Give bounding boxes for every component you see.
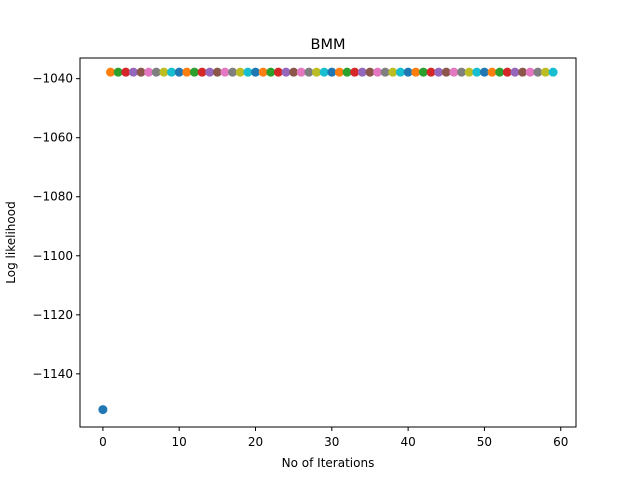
data-point	[136, 67, 146, 77]
data-point	[212, 67, 222, 77]
data-point	[289, 67, 299, 77]
data-point	[487, 67, 497, 77]
x-axis-label: No of Iterations	[282, 456, 375, 470]
data-point	[502, 67, 512, 77]
data-point	[197, 67, 207, 77]
x-tick-label: 0	[99, 435, 107, 449]
y-tick-label: −1060	[32, 131, 73, 145]
x-tick-label: 50	[477, 435, 492, 449]
data-point	[411, 67, 421, 77]
data-point	[281, 67, 291, 77]
data-point	[167, 67, 177, 77]
data-point	[266, 67, 276, 77]
data-point	[304, 67, 314, 77]
x-tick-label: 10	[172, 435, 187, 449]
data-point	[403, 67, 413, 77]
y-tick-label: −1080	[32, 190, 73, 204]
data-point	[540, 67, 550, 77]
data-point	[388, 67, 398, 77]
data-point	[380, 67, 390, 77]
data-point	[518, 67, 528, 77]
data-point	[182, 67, 192, 77]
data-point	[457, 67, 467, 77]
data-point	[449, 67, 459, 77]
y-axis-label: Log likelihood	[4, 201, 18, 283]
data-point	[128, 67, 138, 77]
data-point	[479, 67, 489, 77]
data-point	[113, 67, 123, 77]
plot-area-frame	[79, 57, 577, 428]
data-point	[357, 67, 367, 77]
data-point	[243, 67, 253, 77]
data-point	[342, 67, 352, 77]
data-point	[235, 67, 245, 77]
y-tick-label: −1120	[32, 308, 73, 322]
data-point	[350, 67, 360, 77]
data-point	[472, 67, 482, 77]
data-point	[151, 67, 161, 77]
data-point	[144, 67, 154, 77]
data-point	[441, 67, 451, 77]
data-point	[205, 67, 215, 77]
axis-ticks: 0 10 20 30 40 50 60 −1040 −1060 −1080 −1100 −1120 −1…	[32, 72, 568, 449]
data-point	[525, 67, 535, 77]
data-point	[174, 67, 184, 77]
x-tick-label: 20	[248, 435, 263, 449]
data-point	[418, 67, 428, 77]
data-point	[220, 67, 230, 77]
data-point	[228, 67, 238, 77]
chart-title: BMM	[311, 37, 346, 53]
data-point	[533, 67, 543, 77]
data-point	[395, 67, 405, 77]
data-point	[319, 67, 329, 77]
data-points	[98, 67, 558, 415]
data-point	[106, 67, 116, 77]
data-point	[273, 67, 283, 77]
y-tick-label: −1040	[32, 72, 73, 86]
data-point	[434, 67, 444, 77]
data-point	[373, 67, 383, 77]
data-point	[312, 67, 322, 77]
x-tick-label: 60	[553, 435, 568, 449]
data-point	[426, 67, 436, 77]
data-point	[296, 67, 306, 77]
data-point	[334, 67, 344, 77]
data-point	[251, 67, 261, 77]
data-point	[327, 67, 337, 77]
data-point	[189, 67, 199, 77]
data-point	[365, 67, 375, 77]
x-tick-label: 40	[400, 435, 415, 449]
data-point	[495, 67, 505, 77]
data-point	[121, 67, 131, 77]
y-tick-label: −1100	[32, 249, 73, 263]
data-point	[464, 67, 474, 77]
data-point	[98, 405, 108, 415]
x-tick-label: 30	[324, 435, 339, 449]
y-tick-label: −1140	[32, 367, 73, 381]
data-point	[510, 67, 520, 77]
data-point	[548, 67, 558, 77]
data-point	[159, 67, 169, 77]
data-point	[258, 67, 268, 77]
